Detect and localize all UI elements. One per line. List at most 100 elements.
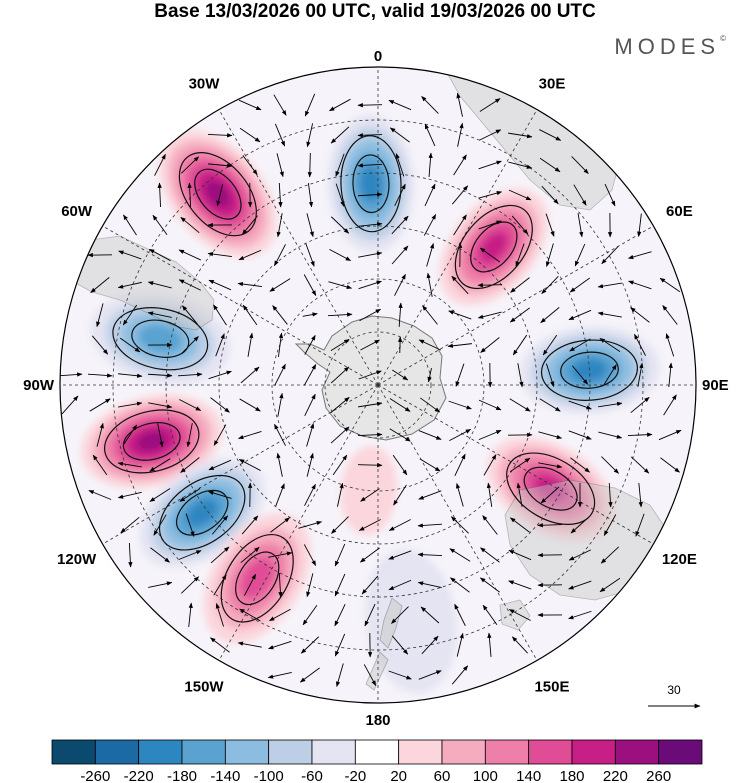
wind-vector <box>335 153 345 177</box>
wind-vector <box>568 400 592 410</box>
longitude-label-60e: 60E <box>666 203 693 220</box>
wind-vector <box>449 548 471 562</box>
wind-vector <box>149 488 171 502</box>
wind-vector <box>545 363 555 387</box>
colorbar-swatch <box>354 739 400 765</box>
wind-vector <box>388 550 412 560</box>
wind-vector <box>598 431 623 439</box>
copyright-mark: © <box>720 34 726 43</box>
meridian-line <box>377 109 538 386</box>
wind-vector <box>181 576 200 594</box>
wind-vector <box>118 250 142 260</box>
wind-vector <box>660 457 680 473</box>
wind-vector <box>157 423 164 448</box>
wind-vector <box>61 395 79 415</box>
wind-vector <box>482 604 498 626</box>
wind-vector <box>123 214 137 236</box>
wind-vector <box>274 244 286 267</box>
wind-vector <box>179 399 202 411</box>
wind-vector <box>388 670 412 680</box>
wind-reference-value: 30 <box>667 683 681 697</box>
wind-vector <box>573 184 587 206</box>
wind-vector <box>537 523 563 528</box>
meridian-line <box>102 384 379 545</box>
wind-vector <box>128 542 133 568</box>
wind-vector <box>267 671 292 679</box>
wind-vector <box>302 312 318 317</box>
wind-vector <box>307 152 312 178</box>
wind-vector <box>178 249 202 261</box>
wind-vector <box>117 461 142 468</box>
wind-vector <box>541 276 559 295</box>
wind-vector <box>276 452 283 477</box>
longitude-label-150w: 150W <box>184 678 224 695</box>
wind-vector <box>216 184 224 207</box>
wind-vector <box>539 398 561 412</box>
wind-vector <box>270 517 290 533</box>
wind-vector <box>239 398 261 412</box>
colorbar-tick-label: -60 <box>301 768 323 783</box>
wind-vector <box>178 550 202 560</box>
wind-vector <box>510 277 530 293</box>
wind-vector <box>147 373 173 378</box>
tasmania-landmass <box>499 599 531 631</box>
wind-vector <box>122 304 138 326</box>
wind-vector <box>92 454 108 476</box>
wind-vector <box>210 546 230 564</box>
wind-vector <box>448 310 472 320</box>
wind-vector <box>630 396 650 414</box>
wind-vector <box>637 362 644 387</box>
wind-vector <box>329 98 351 112</box>
wind-vector <box>508 580 532 590</box>
anomaly-center-positive-8 <box>203 513 311 644</box>
wind-vector <box>154 153 166 176</box>
wind-vector <box>457 122 464 147</box>
wind-vector <box>336 482 344 507</box>
wind-vector <box>538 462 563 469</box>
wind-vector <box>334 633 346 657</box>
wind-vector <box>391 606 409 624</box>
wind-vector <box>508 549 532 561</box>
wind-vector <box>328 281 353 290</box>
wind-vector <box>304 93 316 117</box>
wind-vector <box>364 603 376 627</box>
wind-vector <box>424 123 436 147</box>
wind-vector <box>571 156 589 175</box>
wind-vector <box>181 336 199 354</box>
wind-vector <box>388 519 411 531</box>
wind-vector <box>238 459 261 471</box>
meridian-line <box>102 225 379 386</box>
wind-vector <box>574 243 586 267</box>
wind-vector <box>637 213 642 237</box>
wind-vector <box>357 432 383 437</box>
wind-vector <box>454 453 466 477</box>
wind-vector <box>569 338 591 352</box>
wind-vector <box>486 482 493 507</box>
wind-vector <box>334 603 346 627</box>
colorbar-tick-label: -220 <box>124 768 154 783</box>
wind-vector <box>147 311 172 318</box>
wind-vector <box>180 216 200 234</box>
wind-vector <box>480 547 500 563</box>
wind-vector <box>393 484 407 506</box>
wind-vector <box>360 339 380 351</box>
wind-vector <box>303 544 317 567</box>
wind-vector <box>303 274 317 296</box>
wind-vector <box>358 370 382 380</box>
wind-vector <box>91 335 109 355</box>
wind-vector <box>601 245 619 265</box>
wind-vector <box>180 457 200 473</box>
wind-vector <box>451 185 469 205</box>
wind-vector <box>541 185 559 205</box>
wind-vector <box>478 160 502 170</box>
wind-vector <box>477 311 502 319</box>
wind-vector <box>478 191 503 199</box>
wind-vector <box>357 103 383 108</box>
colorbar-swatch <box>398 739 443 765</box>
colorbar-tick-label: -20 <box>344 768 366 783</box>
wind-vector <box>598 401 623 408</box>
wind-vector <box>418 490 442 500</box>
wind-vector <box>455 482 464 507</box>
wind-vector <box>424 183 436 207</box>
